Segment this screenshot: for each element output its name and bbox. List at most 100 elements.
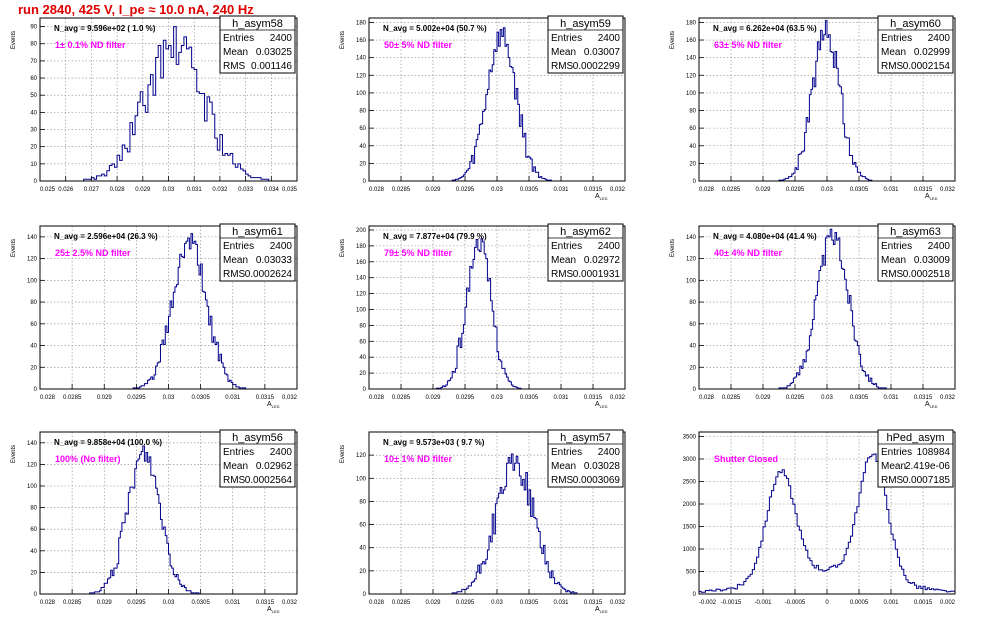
x-tick-label: 0.0315 (914, 187, 933, 193)
y-tick-label: 0 (693, 387, 697, 393)
y-tick-label: 60 (689, 126, 696, 132)
y-tick-label: 20 (30, 145, 37, 151)
stats-value: 0.03009 (914, 255, 951, 266)
run-title: run 2840, 425 V, I_pe ≈ 10.0 nA, 240 Hz (18, 2, 254, 17)
x-tick-label: 0.029 (425, 600, 441, 606)
y-tick-label: 40 (30, 549, 37, 555)
y-tick-label: 20 (30, 365, 37, 371)
y-tick-label: 80 (30, 506, 37, 512)
filter-annotation: 25± 2.5% ND filter (55, 248, 131, 258)
x-tick-label: 0.028 (110, 187, 126, 193)
y-tick-label: 2500 (683, 480, 697, 486)
stats-value: 0.03033 (256, 255, 293, 266)
stats-value: 2400 (598, 33, 621, 44)
stats-value: 0.03007 (584, 47, 621, 58)
x-tick-label: 0.031 (883, 187, 899, 193)
y-tick-label: 20 (30, 570, 37, 576)
stats-value: 0.02999 (914, 47, 951, 58)
x-tick-label: 0 (825, 600, 829, 606)
x-tick-label: 0.035 (282, 187, 298, 193)
x-tick-label: 0.0315 (584, 600, 603, 606)
x-tick-label: 0.029 (135, 187, 151, 193)
y-tick-label: 10 (30, 162, 37, 168)
y-axis-label: Events (340, 239, 346, 257)
x-tick-label: 0.0295 (786, 187, 805, 193)
histogram-panel: 0.028 0.0285 0.029 0.0295 0.03 0.0305 0.031 0.0… (340, 15, 626, 201)
x-tick-label: 0.0295 (456, 187, 475, 193)
x-tick-label: 0.001 (883, 600, 899, 606)
histogram-panel: 0.028 0.0285 0.029 0.0295 0.03 0.0305 0.031 0.0… (11, 223, 298, 409)
x-tick-label: 0.0305 (191, 395, 210, 401)
y-tick-label: 0 (34, 179, 38, 185)
stats-box (877, 223, 954, 282)
x-tick-label: 0.032 (610, 395, 626, 401)
stats-value: 0.02962 (256, 461, 293, 472)
y-tick-label: 20 (359, 161, 366, 167)
y-tick-label: 0 (363, 592, 367, 598)
y-axis-label: Events (11, 31, 17, 49)
y-tick-label: 40 (689, 344, 696, 350)
filter-annotation: Shutter Closed (714, 454, 778, 464)
navg-title: N_avg = 2.596e+04 (26.3 %) (54, 232, 158, 241)
y-tick-label: 40 (359, 355, 366, 361)
stats-box (547, 15, 624, 74)
x-tick-label: 0.0315 (256, 395, 275, 401)
x-tick-label: 0.0305 (850, 187, 869, 193)
x-axis-label: ALED (595, 606, 608, 614)
y-tick-label: 160 (356, 38, 367, 44)
stats-box (219, 223, 296, 282)
x-tick-label: 0.0285 (722, 187, 741, 193)
stats-label: Entries (551, 241, 582, 252)
stats-label: Mean (223, 461, 248, 472)
stats-label: Mean (551, 255, 576, 266)
x-tick-label: 0.0295 (456, 395, 475, 401)
stats-label: RMS (881, 475, 904, 486)
x-tick-label: 0.031 (225, 395, 241, 401)
x-tick-label: 0.0305 (520, 395, 539, 401)
y-tick-label: 100 (686, 91, 697, 97)
y-tick-label: 0 (363, 387, 367, 393)
x-tick-label: 0.032 (940, 395, 956, 401)
x-tick-label: -0.001 (754, 600, 772, 606)
y-tick-label: 1500 (683, 525, 697, 531)
stats-label: RMS (223, 61, 246, 72)
y-tick-label: 100 (356, 307, 367, 313)
stats-value: 0.0003069 (573, 475, 621, 486)
stats-label: RMS (223, 269, 246, 280)
hist-name: h_asym62 (560, 226, 611, 238)
x-tick-label: 0.028 (369, 187, 385, 193)
x-tick-label: 0.03 (491, 395, 503, 401)
x-axis-label: ALED (595, 401, 608, 409)
y-tick-label: 90 (30, 25, 37, 31)
y-tick-label: 40 (30, 344, 37, 350)
stats-value: 2400 (598, 447, 621, 458)
stats-box (219, 15, 296, 74)
hist-name: hPed_asym (886, 432, 944, 444)
y-tick-label: 80 (359, 499, 366, 505)
x-axis-label: ALED (267, 401, 280, 409)
x-tick-label: 0.03 (821, 187, 833, 193)
stats-value: 0.0002624 (245, 269, 293, 280)
stats-value: 0.001146 (251, 61, 292, 72)
y-tick-label: 140 (27, 235, 38, 241)
stats-label: Entries (551, 33, 582, 44)
stats-value: 0.0007185 (903, 475, 951, 486)
y-tick-label: 0 (693, 179, 697, 185)
x-tick-label: 0.032 (610, 187, 626, 193)
navg-title: N_avg = 6.262e+04 (63.5 %) (713, 24, 817, 33)
x-tick-label: 0.032 (212, 187, 228, 193)
y-tick-label: 40 (689, 144, 696, 150)
y-tick-label: 40 (30, 110, 37, 116)
x-tick-label: 0.0305 (191, 600, 210, 606)
x-tick-label: -0.0005 (785, 600, 806, 606)
hist-name: h_asym56 (232, 432, 283, 444)
x-tick-label: 0.0315 (914, 395, 933, 401)
y-tick-label: 100 (27, 278, 38, 284)
y-tick-label: 20 (689, 365, 696, 371)
histogram-panel: 0.028 0.0285 0.029 0.0295 0.03 0.0305 0.031 0.0… (11, 429, 298, 614)
stats-label: Mean (551, 461, 576, 472)
stats-label: Mean (223, 255, 248, 266)
filter-annotation: 40± 4% ND filter (714, 248, 782, 258)
filter-annotation: 1± 0.1% ND filter (55, 40, 126, 50)
